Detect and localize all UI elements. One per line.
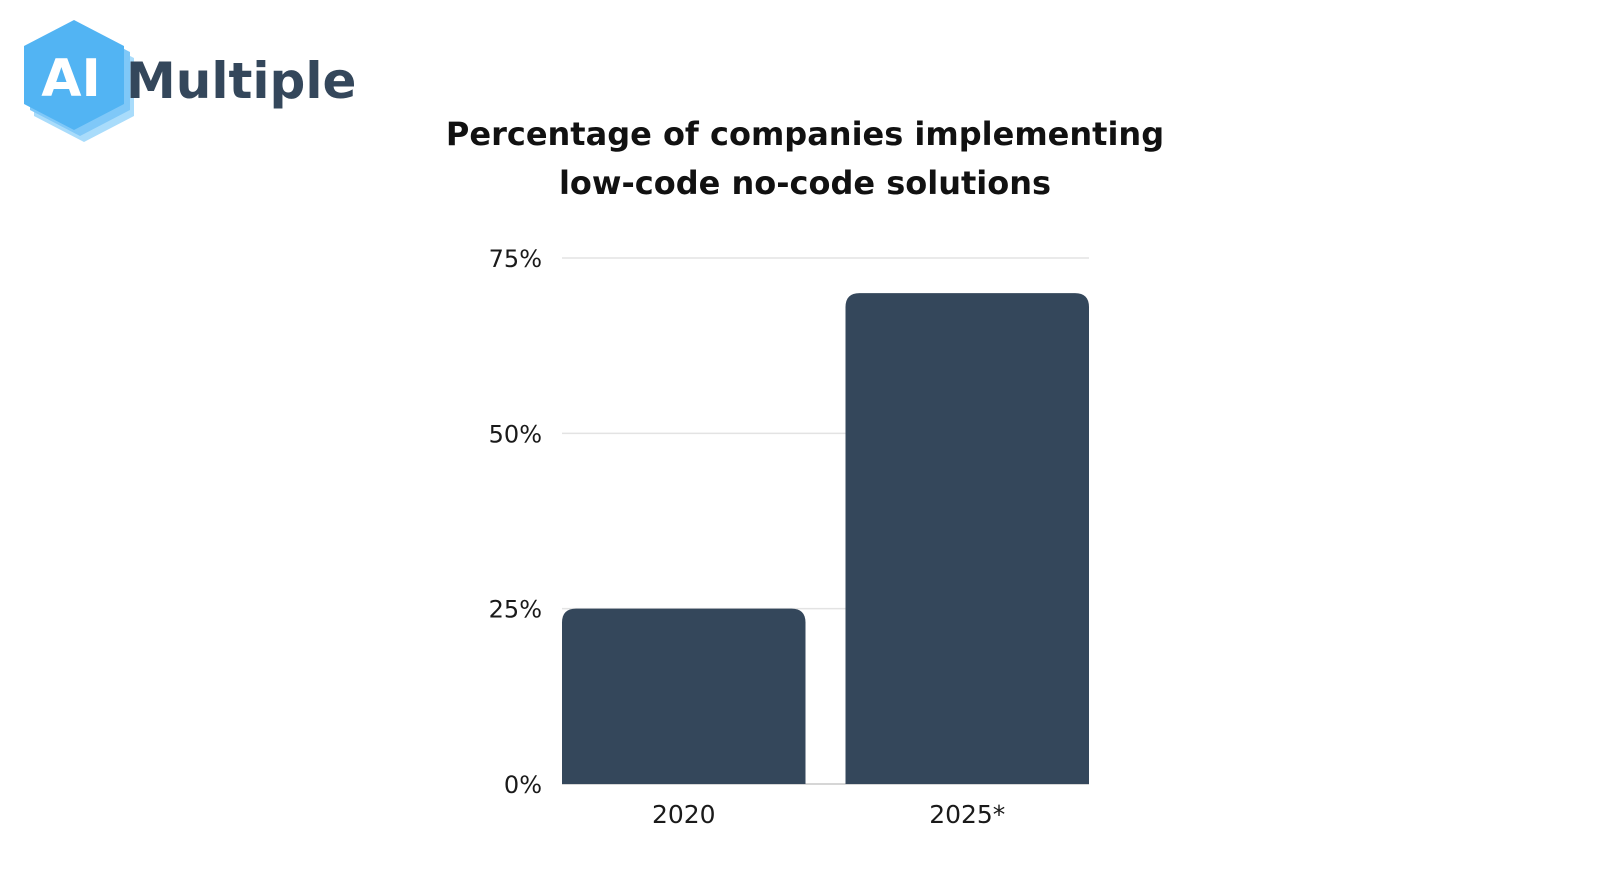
aimultiple-logo: AI Multiple [24, 20, 354, 142]
logo-multiple-text: Multiple [126, 52, 354, 110]
logo-ai-text: AI [41, 49, 101, 109]
x-tick-label-2020: 2020 [652, 800, 716, 829]
x-tick-label-2025: 2025* [929, 800, 1005, 829]
y-tick-label-50: 50% [489, 420, 542, 448]
bar-2025 [845, 293, 1089, 784]
logo-hexagon [24, 20, 124, 130]
y-tick-label-25: 25% [489, 596, 542, 624]
y-tick-label-75: 75% [489, 245, 542, 273]
chart-title-line-2: low-code no-code solutions [558, 164, 1052, 202]
chart-title-line-1: Percentage of companies implementing [445, 115, 1165, 153]
chart-title: Percentage of companies implementing low… [400, 110, 1210, 208]
y-tick-label-0: 0% [504, 771, 542, 799]
bar-2020 [562, 608, 806, 784]
